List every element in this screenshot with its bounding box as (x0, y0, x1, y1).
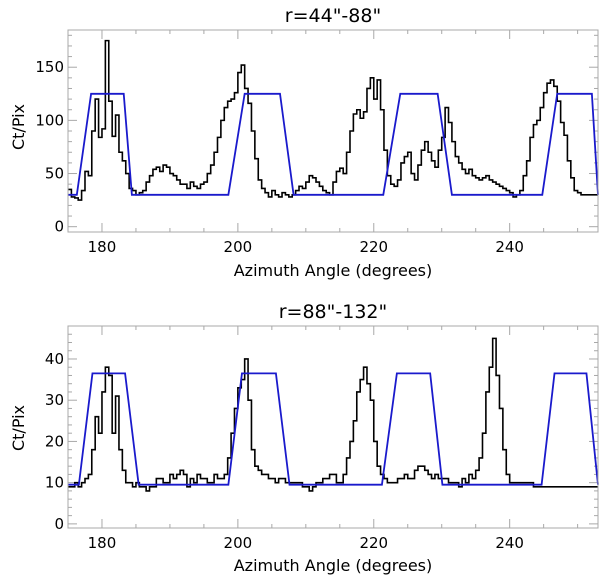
x-tick-label: 180 (88, 238, 117, 256)
tick-layer: 180 200 220 240 0 50 100 150 (35, 30, 598, 256)
model-line (68, 372, 599, 486)
y-tick-label: 30 (45, 391, 64, 409)
y-tick-label: 40 (45, 350, 64, 368)
data-histogram (68, 39, 598, 201)
model-line (68, 92, 599, 196)
x-tick-label: 240 (495, 238, 524, 256)
panel-top: r=44"-88" Ct/Pix Azimuth Angle (degrees)… (9, 5, 599, 280)
x-tick-label: 200 (224, 238, 253, 256)
x-tick-label: 220 (359, 534, 388, 552)
x-axis-label: Azimuth Angle (degrees) (234, 556, 433, 575)
x-tick-label: 200 (224, 534, 253, 552)
series-layer (68, 337, 599, 492)
tick-layer: 180 200 220 240 0 10 20 30 40 (45, 325, 598, 552)
plot-frame (67, 325, 599, 529)
x-tick-label: 240 (495, 534, 524, 552)
y-tick-label: 100 (35, 111, 64, 129)
data-histogram (68, 337, 598, 492)
series-layer (68, 39, 599, 201)
chart-title: r=88"-132" (279, 301, 388, 323)
y-tick-label: 0 (54, 218, 64, 236)
panel-bottom: r=88"-132" Ct/Pix Azimuth Angle (degrees… (9, 301, 599, 575)
y-tick-label: 20 (45, 432, 64, 450)
x-tick-label: 180 (88, 534, 117, 552)
x-tick-label: 220 (359, 238, 388, 256)
y-tick-label: 50 (45, 165, 64, 183)
y-axis-label: Ct/Pix (9, 104, 28, 150)
y-tick-label: 0 (54, 515, 64, 533)
x-axis-label: Azimuth Angle (degrees) (234, 261, 433, 280)
chart-title: r=44"-88" (285, 5, 381, 27)
plot-frame (67, 29, 599, 233)
y-tick-label: 150 (35, 58, 64, 76)
y-axis-label: Ct/Pix (9, 405, 28, 451)
y-tick-label: 10 (45, 474, 64, 492)
